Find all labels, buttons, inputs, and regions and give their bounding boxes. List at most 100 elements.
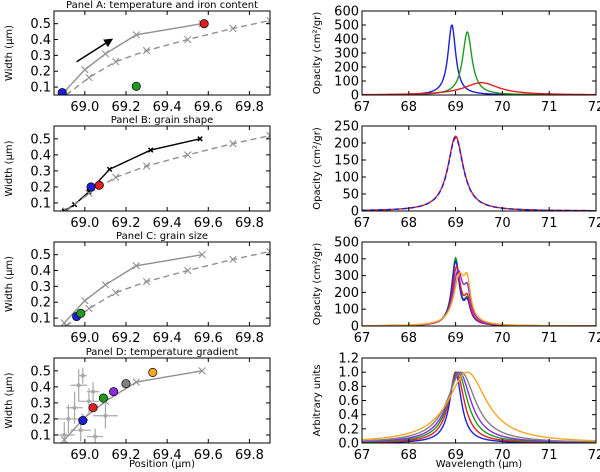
y-tick-label: 0.8 [338,380,359,395]
error-bar-center [72,405,77,410]
x-tick-label: 70 [494,100,511,115]
panel-D-left: 69.0 69.2 69.4 69.6 69.8 0.10.20.30.40.5 Panel… [4,347,271,470]
x-tick-label: 70 [494,216,511,231]
data-point [98,393,108,403]
y-tick-label: 150 [334,154,359,169]
error-bar-center [80,373,85,378]
series-marker [198,367,206,375]
x-tick-label: 69.8 [235,216,264,231]
axes-frame [53,10,271,96]
plot-area [362,371,596,443]
data-point [148,367,158,377]
x-tick-label: 70 [494,331,511,346]
series-marker [184,151,192,159]
x-tick-label: 69.2 [112,100,141,115]
series-marker [106,166,113,173]
spectrum-line [362,81,596,95]
series-marker [266,131,270,140]
spectrum-line [362,371,596,443]
series-marker [184,35,192,44]
series-marker [85,73,93,82]
error-bar-center [78,428,83,433]
series-marker [101,50,110,58]
series-marker [101,281,110,289]
error-bar-center [91,389,96,394]
y-tick-label: 0.3 [30,280,51,295]
series-marker [147,147,154,153]
spectrum-line [362,137,596,211]
series-line-solid-gray [63,22,203,93]
x-tick-label: 69.4 [153,100,182,115]
series-marker [112,173,120,182]
series-marker [132,31,140,39]
data-point [88,403,98,413]
series-marker [142,277,151,286]
x-tick-label: 70 [494,448,511,463]
x-tick-label: 72 [588,448,600,463]
data-point [109,387,119,397]
y-tick-label: 0 [351,205,359,220]
y-tick-label: 0.2 [30,65,51,80]
x-tick-label: 71 [541,331,558,346]
panel-D-right: 67 68 69 70 71 72 0.00.20.40.60.81.01.2 Arbitra… [312,352,600,471]
series-marker [229,255,237,264]
series-marker [61,208,68,211]
series-marker [81,65,89,74]
error-bar [78,367,87,384]
series-marker [112,58,120,66]
x-tick-label: 69.6 [194,100,223,115]
error-bar [93,402,118,429]
spectrum-line [362,371,596,442]
x-tick-label: 69.0 [70,216,99,231]
y-axis-label: Opacity (cm²/gr) [312,127,323,210]
spectrum-line [362,271,596,326]
data-point [131,81,141,91]
series-marker [132,262,140,270]
series-marker [85,304,93,313]
x-tick-label: 69.6 [194,448,223,463]
series-marker [184,266,192,275]
y-tick-label: 400 [334,252,359,267]
x-tick-label: 69.2 [112,331,141,346]
y-tick-label: 500 [334,236,359,251]
error-bar-center [103,413,108,418]
panel-A-left: 69.0 69.2 69.4 69.6 69.8 0.10.20.30.40.5 Panel… [4,0,271,115]
y-tick-label: 0.1 [30,196,51,211]
panel-B-right: 67 68 69 70 71 72 0 50 100 150 200 250 Opacity (cm²/… [312,120,600,232]
panel-title: Panel C: grain size [116,231,208,242]
x-tick-label: 68 [401,100,418,115]
y-axis-label: Opacity (cm²/gr) [312,12,323,95]
data-point [78,415,88,426]
spectrum-line [362,256,596,326]
x-tick-label: 72 [588,100,600,115]
series-marker [142,162,151,170]
plot-area [60,247,270,326]
error-bar-center [93,434,98,439]
axes-frame [361,357,597,444]
plot-area [57,16,270,95]
y-axis-label: Width (μm) [4,372,15,428]
x-axis-label: Wavelength (μm) [436,459,523,470]
y-axis-label: Opacity (cm²/gr) [312,243,323,326]
x-tick-label: 69.8 [235,100,264,115]
y-tick-label: 0.2 [338,422,359,437]
y-tick-label: 0 [351,89,359,104]
y-tick-label: 0.4 [30,264,51,279]
y-tick-label: 0.1 [30,81,51,96]
plot-area [362,24,596,95]
error-bar [86,382,100,402]
x-tick-label: 67 [354,216,371,231]
error-bar [86,428,104,443]
axes-frame [53,241,271,327]
y-axis-label: Width (μm) [4,25,15,81]
data-point [199,19,209,29]
y-tick-label: 0.1 [30,428,51,443]
axes-frame [53,357,271,444]
series-marker [197,136,203,142]
y-axis-label: Width (μm) [4,256,15,312]
error-bar-center [86,399,91,404]
series-line-dashed-gray [65,250,270,326]
